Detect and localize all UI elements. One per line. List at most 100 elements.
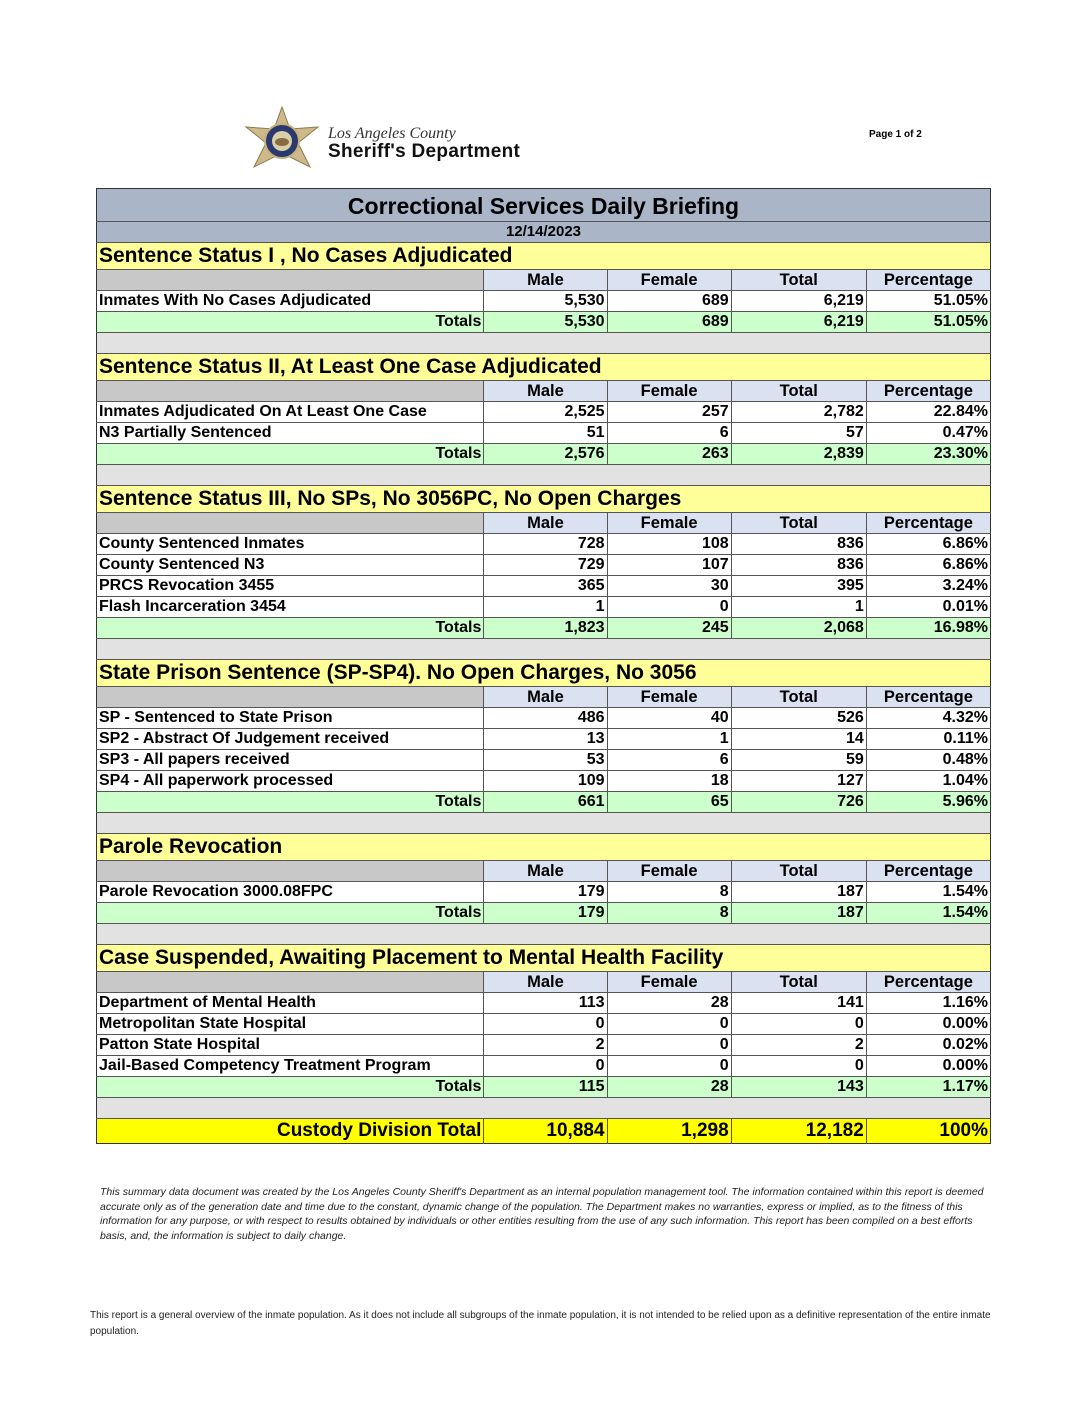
grand-total-label: Custody Division Total <box>96 1118 485 1144</box>
column-header-percentage: Percentage <box>866 269 991 291</box>
column-header-percentage: Percentage <box>866 686 991 708</box>
spacer-cell <box>96 812 991 834</box>
percentage-cell: 0.47% <box>866 422 991 444</box>
column-header-row: Male Female Total Percentage <box>96 512 991 534</box>
total-cell: 526 <box>731 707 867 729</box>
column-header-row: Male Female Total Percentage <box>96 971 991 993</box>
totals-total-cell: 6,219 <box>731 311 867 333</box>
row-label: Jail-Based Competency Treatment Program <box>96 1055 485 1077</box>
row-label: Inmates With No Cases Adjudicated <box>96 290 485 312</box>
percentage-cell: 22.84% <box>866 401 991 423</box>
table-row: SP2 - Abstract Of Judgement received 13 1 1… <box>96 728 991 750</box>
column-header-female: Female <box>607 686 732 708</box>
male-cell: 53 <box>483 749 608 771</box>
male-cell: 109 <box>483 770 608 792</box>
row-label: SP4 - All paperwork processed <box>96 770 485 792</box>
column-header-male: Male <box>483 380 608 402</box>
row-label: Metropolitan State Hospital <box>96 1013 485 1035</box>
row-label: SP2 - Abstract Of Judgement received <box>96 728 485 750</box>
spacer-cell <box>96 1097 991 1119</box>
totals-female-cell: 263 <box>607 443 732 465</box>
column-header-male: Male <box>483 512 608 534</box>
column-header-female: Female <box>607 971 732 993</box>
female-cell: 6 <box>607 422 732 444</box>
table-row: Parole Revocation 3000.08FPC 179 8 187 1.54% <box>96 881 991 903</box>
column-header-percentage: Percentage <box>866 380 991 402</box>
footer-note: This report is a general overview of the… <box>90 1310 991 1337</box>
section-header: Sentence Status III, No SPs, No 3056PC, … <box>96 485 991 513</box>
totals-male-cell: 179 <box>483 902 608 924</box>
totals-row: Totals 1,823 245 2,068 16.98% <box>96 617 991 639</box>
table-row: County Sentenced N3 729 107 836 6.86% <box>96 554 991 576</box>
label-header-cell <box>96 686 485 708</box>
male-cell: 729 <box>483 554 608 576</box>
section-header: Case Suspended, Awaiting Placement to Me… <box>96 944 991 972</box>
row-label: N3 Partially Sentenced <box>96 422 485 444</box>
label-header-cell <box>96 512 485 534</box>
column-header-total: Total <box>731 380 867 402</box>
column-header-percentage: Percentage <box>866 512 991 534</box>
section-header: State Prison Sentence (SP-SP4). No Open … <box>96 659 991 687</box>
total-cell: 0 <box>731 1013 867 1035</box>
male-cell: 1 <box>483 596 608 618</box>
female-cell: 0 <box>607 1013 732 1035</box>
total-cell: 1 <box>731 596 867 618</box>
male-cell: 728 <box>483 533 608 555</box>
totals-female-cell: 245 <box>607 617 732 639</box>
label-header-cell <box>96 380 485 402</box>
male-cell: 113 <box>483 992 608 1014</box>
briefing-table: Correctional Services Daily Briefing 12/… <box>96 188 991 1144</box>
totals-male-cell: 1,823 <box>483 617 608 639</box>
totals-total-cell: 2,839 <box>731 443 867 465</box>
column-header-row: Male Female Total Percentage <box>96 860 991 882</box>
female-cell: 30 <box>607 575 732 597</box>
row-label: Flash Incarceration 3454 <box>96 596 485 618</box>
logo-department-text: Sheriff's Department <box>328 140 521 162</box>
column-header-male: Male <box>483 971 608 993</box>
grand-total-total-cell: 12,182 <box>731 1118 867 1144</box>
total-cell: 836 <box>731 554 867 576</box>
section-header: Sentence Status II, At Least One Case Ad… <box>96 353 991 381</box>
spacer-row <box>96 332 991 354</box>
table-row: SP4 - All paperwork processed 109 18 127 1.0… <box>96 770 991 792</box>
column-header-total: Total <box>731 686 867 708</box>
section-title: Sentence Status II, At Least One Case Ad… <box>96 353 991 381</box>
female-cell: 108 <box>607 533 732 555</box>
female-cell: 18 <box>607 770 732 792</box>
totals-row: Totals 179 8 187 1.54% <box>96 902 991 924</box>
column-header-percentage: Percentage <box>866 971 991 993</box>
totals-label: Totals <box>96 902 485 924</box>
female-cell: 1 <box>607 728 732 750</box>
totals-row: Totals 2,576 263 2,839 23.30% <box>96 443 991 465</box>
row-label: SP3 - All papers received <box>96 749 485 771</box>
total-cell: 2 <box>731 1034 867 1056</box>
female-cell: 689 <box>607 290 732 312</box>
percentage-cell: 4.32% <box>866 707 991 729</box>
column-header-percentage: Percentage <box>866 860 991 882</box>
total-cell: 6,219 <box>731 290 867 312</box>
female-cell: 8 <box>607 881 732 903</box>
table-row: Flash Incarceration 3454 1 0 1 0.01% <box>96 596 991 618</box>
spacer-row <box>96 1097 991 1119</box>
table-row: Jail-Based Competency Treatment Program 0… <box>96 1055 991 1077</box>
total-cell: 14 <box>731 728 867 750</box>
totals-total-cell: 2,068 <box>731 617 867 639</box>
total-cell: 59 <box>731 749 867 771</box>
logo-county-text: Los Angeles County <box>328 124 456 142</box>
percentage-cell: 1.16% <box>866 992 991 1014</box>
percentage-cell: 3.24% <box>866 575 991 597</box>
percentage-cell: 0.00% <box>866 1055 991 1077</box>
sheriff-star-icon <box>244 105 320 169</box>
spacer-cell <box>96 923 991 945</box>
male-cell: 5,530 <box>483 290 608 312</box>
column-header-row: Male Female Total Percentage <box>96 269 991 291</box>
section-title: State Prison Sentence (SP-SP4). No Open … <box>96 659 991 687</box>
label-header-cell <box>96 269 485 291</box>
section-title: Sentence Status III, No SPs, No 3056PC, … <box>96 485 991 513</box>
totals-percentage-cell: 1.17% <box>866 1076 991 1098</box>
totals-percentage-cell: 16.98% <box>866 617 991 639</box>
total-cell: 0 <box>731 1055 867 1077</box>
totals-percentage-cell: 5.96% <box>866 791 991 813</box>
table-row: County Sentenced Inmates 728 108 836 6.86% <box>96 533 991 555</box>
totals-male-cell: 5,530 <box>483 311 608 333</box>
